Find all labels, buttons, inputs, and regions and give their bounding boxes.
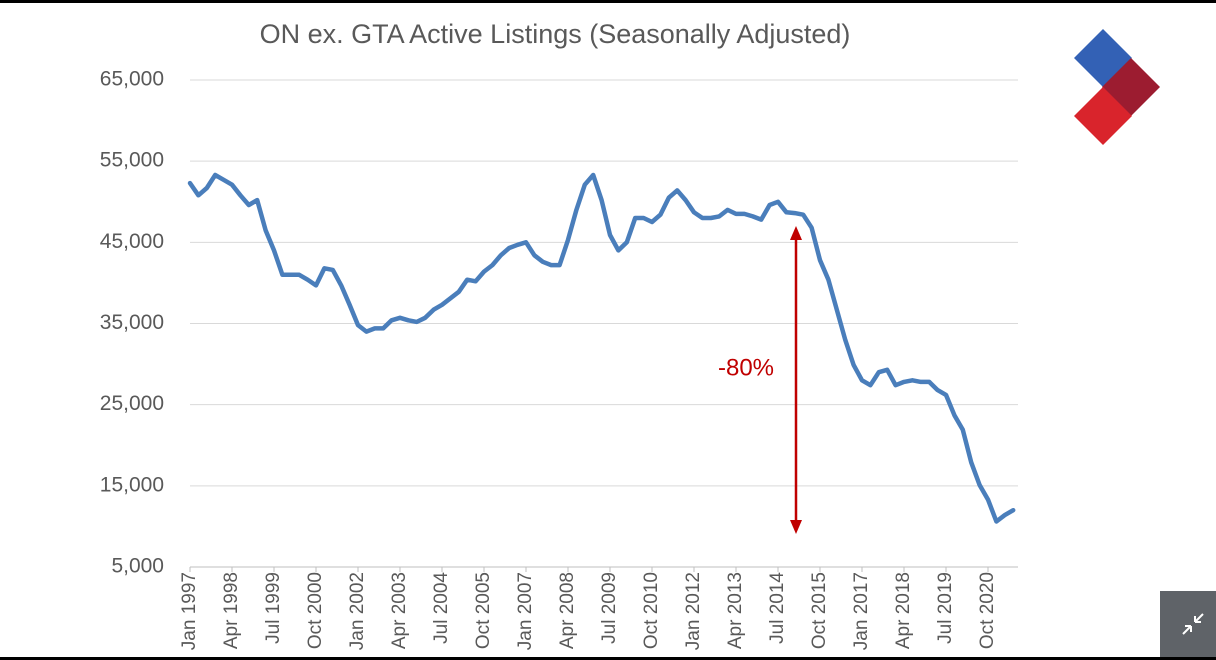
x-axis: Jan 1997 Apr 1998 Jul 1999 Oct 2000 Jan 2002…	[179, 567, 998, 650]
y-tick-label: 45,000	[100, 230, 164, 253]
x-tick-label: Jan 2007	[515, 572, 536, 650]
y-tick-label: 55,000	[100, 149, 164, 172]
x-tick-label: Jul 2014	[767, 572, 788, 644]
annotation: -80%	[718, 354, 774, 381]
slide	[0, 3, 1216, 657]
y-tick-label: 35,000	[100, 311, 164, 334]
annotation-arrow	[790, 226, 802, 534]
frame-bottom	[0, 657, 1216, 660]
y-tick-label: 15,000	[100, 473, 164, 496]
x-tick-label: Oct 2010	[641, 572, 662, 649]
x-tick-label: Jan 1997	[179, 572, 200, 650]
y-tick-label: 5,000	[111, 555, 164, 578]
x-tick-label: Jul 1999	[263, 572, 284, 644]
x-tick-label: Jan 2002	[347, 572, 368, 650]
y-tick-label: 25,000	[100, 392, 164, 415]
x-tick-label: Jul 2019	[935, 572, 956, 644]
x-tick-label: Jan 2012	[683, 572, 704, 650]
x-tick-label: Jul 2009	[599, 572, 620, 644]
x-tick-label: Oct 2020	[977, 572, 998, 649]
x-tick-label: Apr 2008	[557, 572, 578, 649]
x-tick-label: Oct 2005	[473, 572, 494, 649]
x-tick-label: Apr 2013	[725, 572, 746, 649]
x-tick-label: Jul 2004	[431, 572, 452, 644]
plot	[187, 172, 1016, 524]
grid: 5,000 15,000 25,000 35,000 45,000 55,000 65,00…	[100, 68, 1018, 578]
x-tick-label: Oct 2000	[305, 572, 326, 649]
x-tick-label: Apr 2003	[389, 572, 410, 649]
x-tick-label: Oct 2015	[809, 572, 830, 649]
line-series	[187, 172, 1016, 524]
collapse-button[interactable]	[1160, 591, 1216, 657]
x-tick-label: Apr 1998	[221, 572, 242, 649]
y-tick-label: 65,000	[100, 68, 164, 91]
logo	[1074, 29, 1160, 145]
chart-title: ON ex. GTA Active Listings (Seasonally A…	[260, 19, 851, 49]
x-tick-label: Apr 2018	[893, 572, 914, 649]
x-tick-label: Jan 2017	[851, 572, 872, 650]
